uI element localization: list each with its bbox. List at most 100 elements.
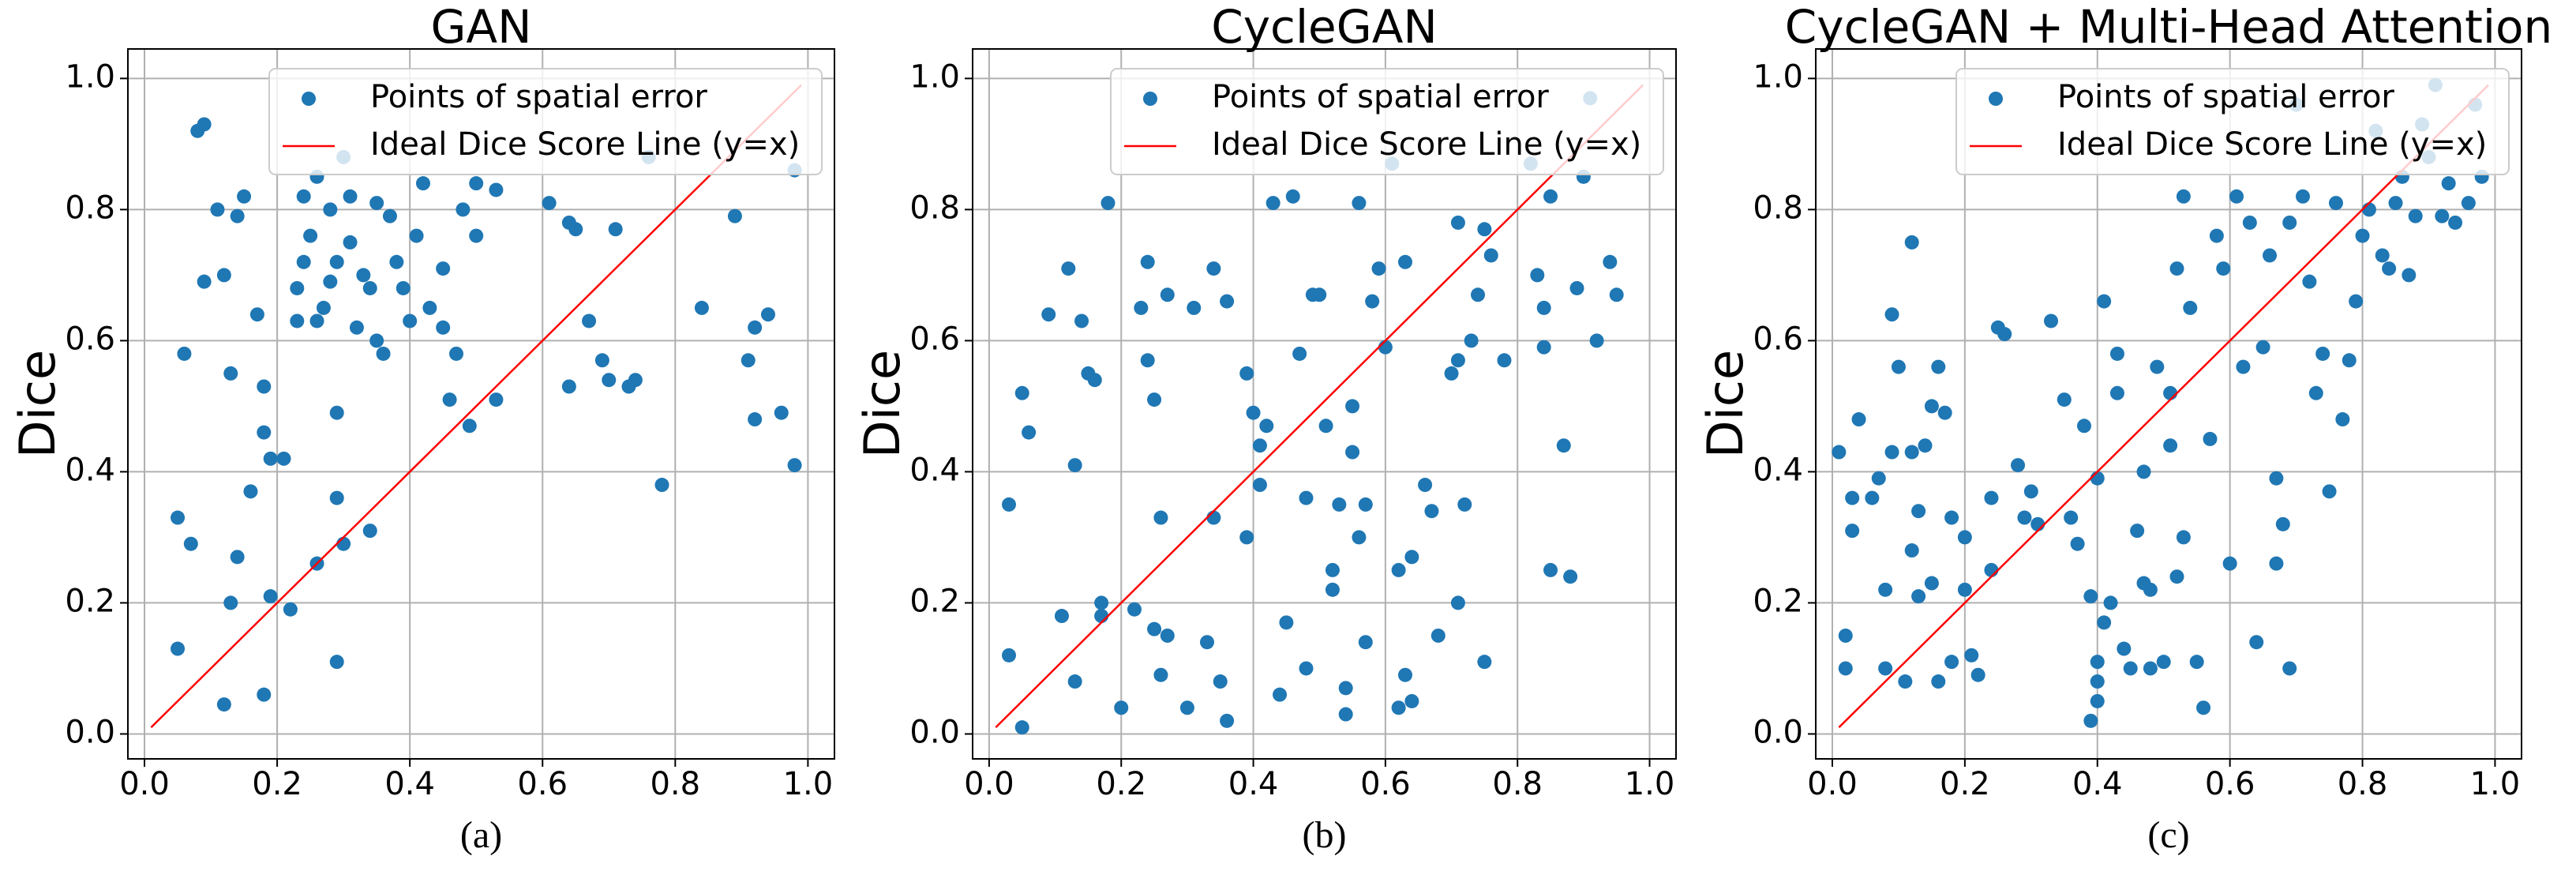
point — [2308, 385, 2323, 400]
point — [1292, 346, 1307, 361]
point — [2163, 385, 2178, 400]
point — [1160, 628, 1175, 643]
point — [1556, 438, 1571, 453]
point — [171, 641, 186, 656]
point — [456, 202, 471, 217]
point — [2030, 516, 2045, 531]
y-tick-label: 0.2 — [909, 583, 960, 619]
point — [1312, 287, 1327, 302]
y-tick-label: 1.0 — [909, 58, 960, 95]
point — [2448, 215, 2463, 230]
point — [276, 451, 291, 466]
point — [1477, 222, 1492, 237]
point — [316, 300, 331, 315]
point — [1430, 628, 1445, 643]
point — [2263, 248, 2278, 263]
point — [183, 536, 198, 551]
point — [1483, 248, 1498, 263]
point — [1957, 582, 1972, 597]
x-tick-label: 0.4 — [384, 766, 435, 802]
point — [336, 536, 351, 551]
point — [1299, 661, 1314, 676]
point — [594, 353, 609, 368]
point — [2163, 438, 2178, 453]
legend-box — [1110, 68, 1664, 175]
point — [561, 379, 576, 394]
point — [1957, 530, 1972, 545]
point — [230, 208, 245, 223]
point — [257, 425, 272, 440]
point — [1002, 648, 1017, 663]
y-axis-label: Dice — [1697, 350, 1754, 458]
x-tick-label: 0.2 — [252, 766, 302, 802]
point — [2375, 248, 2390, 263]
chart-title: GAN — [430, 0, 531, 54]
point — [369, 333, 384, 348]
x-tick-label: 0.6 — [1360, 766, 1411, 802]
point — [694, 300, 709, 315]
point — [290, 280, 305, 295]
point — [403, 313, 418, 329]
axes-frame — [127, 48, 835, 760]
point — [1536, 340, 1551, 355]
point — [469, 176, 484, 191]
point — [2342, 353, 2357, 368]
legend-label: Points of spatial error — [370, 79, 707, 115]
point — [2090, 471, 2105, 486]
x-tick-label: 0.0 — [119, 766, 170, 802]
point — [2097, 294, 2112, 309]
point — [1067, 458, 1082, 473]
point — [309, 313, 324, 329]
point — [1851, 412, 1866, 427]
point — [2044, 313, 2058, 329]
legend-label: Points of spatial error — [1212, 79, 1549, 115]
point — [2083, 713, 2098, 728]
point — [1457, 497, 1472, 512]
point — [263, 451, 278, 466]
point — [2196, 700, 2211, 715]
point — [1147, 392, 1162, 407]
point — [2295, 189, 2310, 204]
point — [2461, 196, 2476, 211]
point — [263, 589, 278, 604]
axes-frame — [1815, 48, 2522, 760]
subplot: 0.0 0.2 0.4 0.6 0.8 1.0 0.0 0.2 0.4 0.6 0.8 1.0 Cycl… — [1697, 0, 2552, 856]
point — [2123, 661, 2138, 676]
legend-box — [1955, 68, 2510, 175]
point — [230, 550, 245, 565]
point — [2302, 274, 2317, 289]
legend: Points of spatial error Ideal Dice Score … — [1110, 68, 1664, 175]
point — [1127, 602, 1142, 617]
point — [1325, 562, 1340, 577]
y-tick-label: 1.0 — [65, 58, 115, 95]
point — [2388, 196, 2403, 211]
point — [1054, 609, 1069, 624]
x-tick-label: 0.0 — [1807, 766, 1858, 802]
point — [2282, 661, 2297, 676]
point — [1345, 445, 1360, 460]
point — [2408, 208, 2423, 223]
point — [2222, 556, 2237, 571]
point — [748, 412, 763, 427]
point — [2169, 569, 2184, 584]
point — [2216, 261, 2231, 276]
point — [1352, 530, 1367, 545]
point — [2269, 556, 2284, 571]
point — [356, 268, 371, 283]
point — [1404, 550, 1419, 565]
point — [1924, 576, 1939, 591]
point — [1187, 300, 1202, 315]
point — [2023, 484, 2038, 499]
point — [436, 320, 451, 335]
point — [1838, 628, 1853, 643]
point — [1338, 681, 1353, 696]
point — [329, 655, 344, 670]
y-tick-label: 0.4 — [909, 452, 960, 488]
point — [654, 478, 669, 493]
point — [1904, 543, 1919, 558]
point — [1589, 333, 1604, 348]
point — [1536, 300, 1551, 315]
point — [2103, 595, 2118, 610]
point — [329, 254, 344, 269]
point — [1213, 674, 1228, 689]
